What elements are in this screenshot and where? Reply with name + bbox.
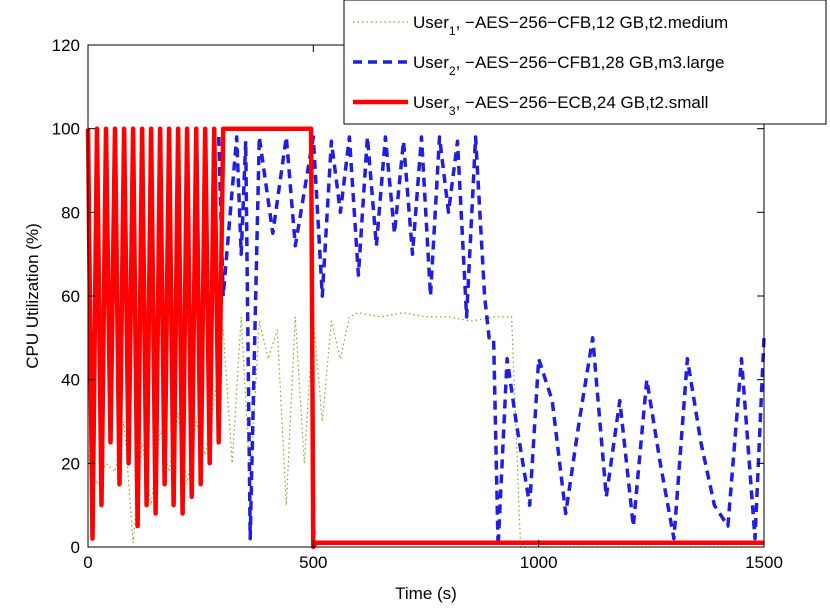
y-tick-label: 60: [61, 287, 80, 306]
legend-label-user2: User2, −AES−256−CFB1,28 GB,m3.large: [413, 53, 724, 78]
y-tick-label: 40: [61, 371, 80, 390]
y-tick-label: 80: [61, 203, 80, 222]
legend-label-user1: User1, −AES−256−CFB,12 GB,t2.medium: [413, 13, 728, 38]
y-tick-label: 100: [52, 120, 80, 139]
y-tick-label: 0: [71, 538, 80, 557]
series-line-user1: [87, 312, 764, 548]
x-tick-label: 1500: [745, 553, 783, 572]
legend: User1, −AES−256−CFB,12 GB,t2.medium User2…: [343, 0, 827, 125]
y-axis-label: CPU Utilization (%): [23, 223, 42, 368]
x-tick-label: 500: [299, 553, 327, 572]
series-layer: [85, 126, 766, 550]
series-line-user3: [85, 126, 764, 550]
x-axis-label: Time (s): [395, 584, 457, 603]
legend-box: [343, 0, 827, 125]
x-tick-label: 1000: [520, 553, 558, 572]
x-tick-label: 0: [83, 553, 92, 572]
y-tick-label: 120: [52, 36, 80, 55]
legend-label-user3: User3, −AES−256−ECB,24 GB,t2.small: [413, 93, 708, 118]
y-tick-label: 20: [61, 454, 80, 473]
series-line-user2: [216, 135, 766, 549]
